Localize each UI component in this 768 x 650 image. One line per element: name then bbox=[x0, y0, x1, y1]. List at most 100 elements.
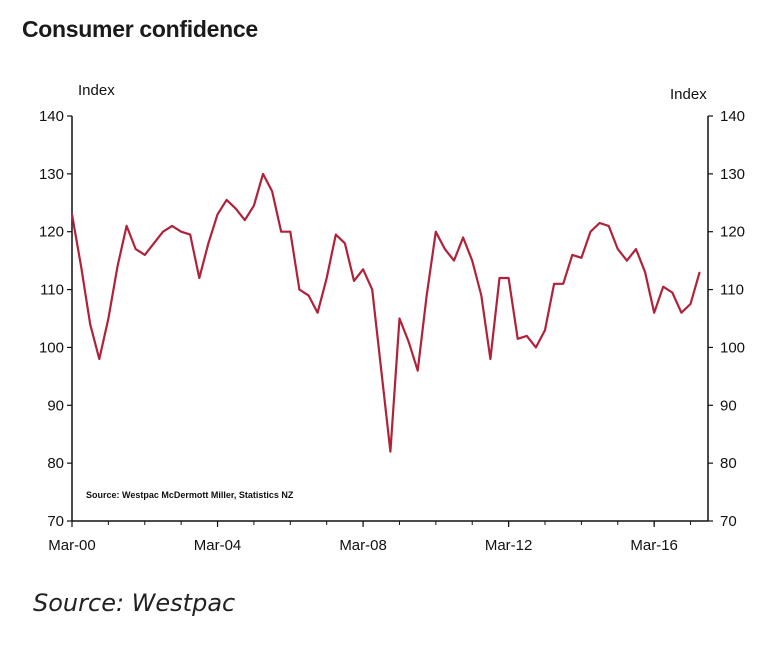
right-axis-label: Index bbox=[670, 86, 707, 103]
data-point bbox=[280, 231, 282, 233]
line-chart: Index Index 70 70 80 80 90 90 100 100 110 110 120 1… bbox=[39, 82, 745, 554]
data-point bbox=[635, 248, 637, 250]
y-tick-label-left: 100 bbox=[39, 339, 64, 356]
source-caption: Source: Westpac bbox=[33, 589, 236, 617]
y-tick-label-right: 80 bbox=[720, 455, 737, 472]
y-tick-label-right: 100 bbox=[720, 339, 745, 356]
data-point bbox=[426, 294, 428, 296]
data-point bbox=[617, 248, 619, 250]
y-tick-label-right: 120 bbox=[720, 224, 745, 241]
y-tick-label-left: 80 bbox=[47, 455, 64, 472]
y-tick-label-right: 70 bbox=[720, 513, 737, 530]
data-point bbox=[171, 225, 173, 227]
y-tick-label-right: 140 bbox=[720, 108, 745, 125]
y-tick-label-left: 140 bbox=[39, 108, 64, 125]
data-point bbox=[198, 277, 200, 279]
data-point bbox=[544, 329, 546, 331]
data-point bbox=[689, 303, 692, 305]
data-point bbox=[116, 265, 119, 268]
data-point bbox=[289, 231, 291, 233]
x-tick-label: Mar-08 bbox=[339, 537, 387, 554]
data-point bbox=[162, 231, 164, 233]
data-point bbox=[371, 288, 373, 291]
data-point bbox=[489, 358, 492, 360]
data-point bbox=[662, 286, 664, 288]
data-point bbox=[644, 271, 646, 273]
data-point bbox=[462, 236, 464, 239]
data-point bbox=[535, 346, 537, 349]
data-point bbox=[380, 369, 382, 372]
data-point bbox=[389, 450, 391, 453]
data-point bbox=[353, 280, 355, 282]
data-point bbox=[71, 213, 73, 215]
data-point bbox=[508, 277, 510, 279]
data-point bbox=[135, 248, 137, 250]
data-point bbox=[316, 312, 319, 314]
y-tick-label-left: 130 bbox=[39, 166, 64, 183]
y-tick-label-left: 90 bbox=[47, 397, 64, 414]
data-point bbox=[626, 260, 628, 262]
data-point bbox=[80, 265, 82, 268]
data-point bbox=[589, 231, 592, 233]
data-point bbox=[153, 242, 155, 244]
data-point bbox=[671, 291, 673, 294]
data-point bbox=[498, 277, 501, 279]
y-tick-label-left: 110 bbox=[40, 282, 64, 299]
left-axis-label: Index bbox=[78, 82, 115, 99]
x-tick-label: Mar-04 bbox=[194, 537, 242, 554]
data-point bbox=[553, 283, 555, 285]
data-point bbox=[180, 231, 182, 233]
y-tick-label-right: 90 bbox=[720, 397, 737, 414]
x-tick-label: Mar-16 bbox=[630, 537, 678, 554]
data-point bbox=[517, 338, 519, 340]
data-point bbox=[89, 323, 91, 325]
data-point bbox=[398, 317, 401, 320]
data-point bbox=[144, 254, 146, 256]
data-point bbox=[326, 277, 328, 279]
y-tick-label-left: 120 bbox=[39, 224, 64, 241]
data-point bbox=[571, 254, 573, 256]
data-point bbox=[435, 231, 437, 233]
data-point bbox=[444, 248, 446, 250]
data-point bbox=[244, 219, 246, 221]
axes: 70 70 80 80 90 90 100 100 110 110 120 120 130 130 140 1… bbox=[39, 108, 745, 554]
data-point bbox=[344, 242, 346, 244]
y-tick-label-left: 70 bbox=[47, 513, 64, 530]
data-point bbox=[362, 268, 364, 270]
data-point bbox=[125, 225, 128, 227]
data-point bbox=[271, 190, 273, 192]
data-point bbox=[480, 294, 482, 296]
data-point bbox=[335, 234, 337, 236]
data-point bbox=[226, 199, 228, 201]
y-tick-label-right: 110 bbox=[720, 282, 744, 299]
data-point bbox=[207, 242, 210, 244]
data-point bbox=[453, 260, 455, 262]
data-point bbox=[216, 213, 219, 215]
series-line bbox=[70, 172, 701, 453]
data-point bbox=[699, 271, 701, 273]
data-point bbox=[562, 283, 564, 285]
data-point bbox=[526, 335, 528, 337]
x-tick-label: Mar-00 bbox=[48, 537, 96, 554]
x-tick-label: Mar-12 bbox=[485, 537, 533, 554]
data-point bbox=[98, 358, 100, 360]
chart-title: Consumer confidence bbox=[22, 16, 258, 42]
y-tick-label-right: 130 bbox=[720, 166, 745, 183]
chart-source-note: Source: Westpac McDermott Miller, Statis… bbox=[86, 490, 294, 500]
data-point bbox=[417, 369, 419, 372]
data-point bbox=[235, 207, 237, 210]
data-point bbox=[471, 260, 473, 262]
data-point bbox=[680, 312, 683, 314]
data-point bbox=[608, 225, 610, 227]
data-point bbox=[189, 234, 191, 236]
data-point bbox=[298, 288, 301, 291]
data-point bbox=[407, 341, 410, 343]
data-point bbox=[307, 294, 310, 296]
data-point bbox=[262, 173, 264, 175]
data-point bbox=[653, 312, 655, 314]
plot-area bbox=[70, 172, 701, 453]
data-point bbox=[598, 222, 601, 224]
data-point bbox=[580, 257, 582, 259]
data-point bbox=[107, 317, 109, 320]
data-point bbox=[253, 205, 255, 207]
